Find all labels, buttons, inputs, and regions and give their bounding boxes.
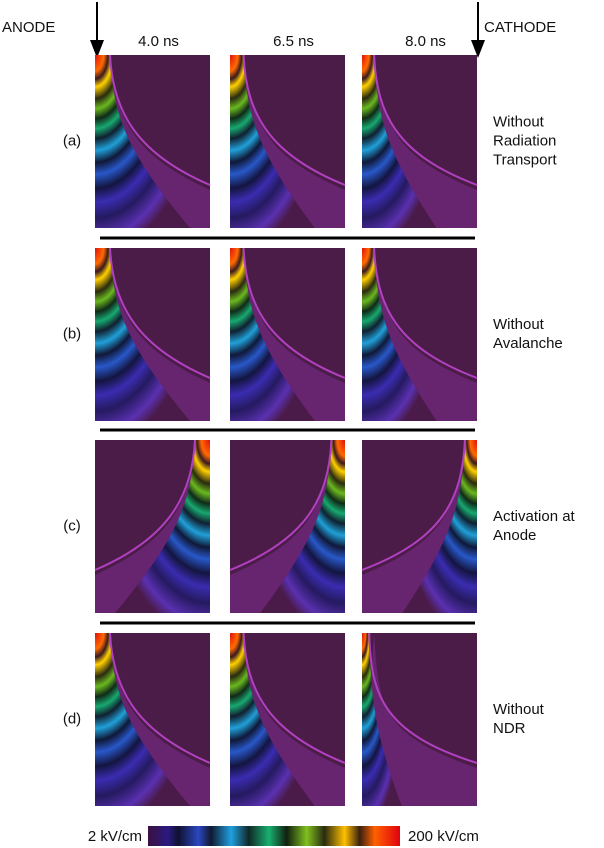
field-panel	[362, 440, 477, 613]
row-description: Anode	[493, 527, 536, 544]
field-panel	[230, 248, 345, 421]
colorbar-min-label: 2 kV/cm	[88, 828, 142, 845]
field-panel	[95, 248, 210, 421]
column-label: 4.0 ns	[138, 33, 179, 50]
figure: ANODE CATHODE 2 kV/cm 200 kV/cm 4.0 ns 6.…	[0, 0, 604, 848]
row-description: Without	[493, 113, 545, 130]
field-panel	[95, 440, 210, 613]
field-panel	[230, 633, 345, 806]
row-label: (a)	[63, 132, 81, 149]
row-description: Without	[493, 316, 545, 333]
row-description: Radiation	[493, 132, 556, 149]
field-panel	[230, 440, 345, 613]
field-panel	[230, 55, 345, 228]
row-label: (d)	[63, 710, 81, 727]
field-panel	[95, 55, 210, 228]
column-label: 6.5 ns	[273, 33, 314, 50]
row-description: NDR	[493, 720, 526, 737]
field-panel	[362, 633, 477, 806]
row-label: (b)	[63, 325, 81, 342]
field-panel	[362, 248, 477, 421]
field-panel	[362, 55, 477, 228]
colorbar-max-label: 200 kV/cm	[408, 828, 479, 845]
row-description: Activation at	[493, 508, 576, 525]
row-description: Transport	[493, 151, 557, 168]
row-label: (c)	[63, 517, 81, 534]
column-label: 8.0 ns	[405, 33, 446, 50]
colorbar	[148, 826, 400, 846]
anode-label: ANODE	[2, 19, 55, 36]
field-panel	[95, 633, 210, 806]
row-description: Avalanche	[493, 335, 563, 352]
row-description: Without	[493, 701, 545, 718]
cathode-label: CATHODE	[484, 19, 556, 36]
